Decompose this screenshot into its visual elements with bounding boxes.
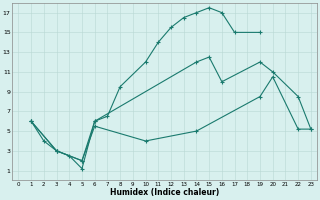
X-axis label: Humidex (Indice chaleur): Humidex (Indice chaleur) bbox=[110, 188, 219, 197]
